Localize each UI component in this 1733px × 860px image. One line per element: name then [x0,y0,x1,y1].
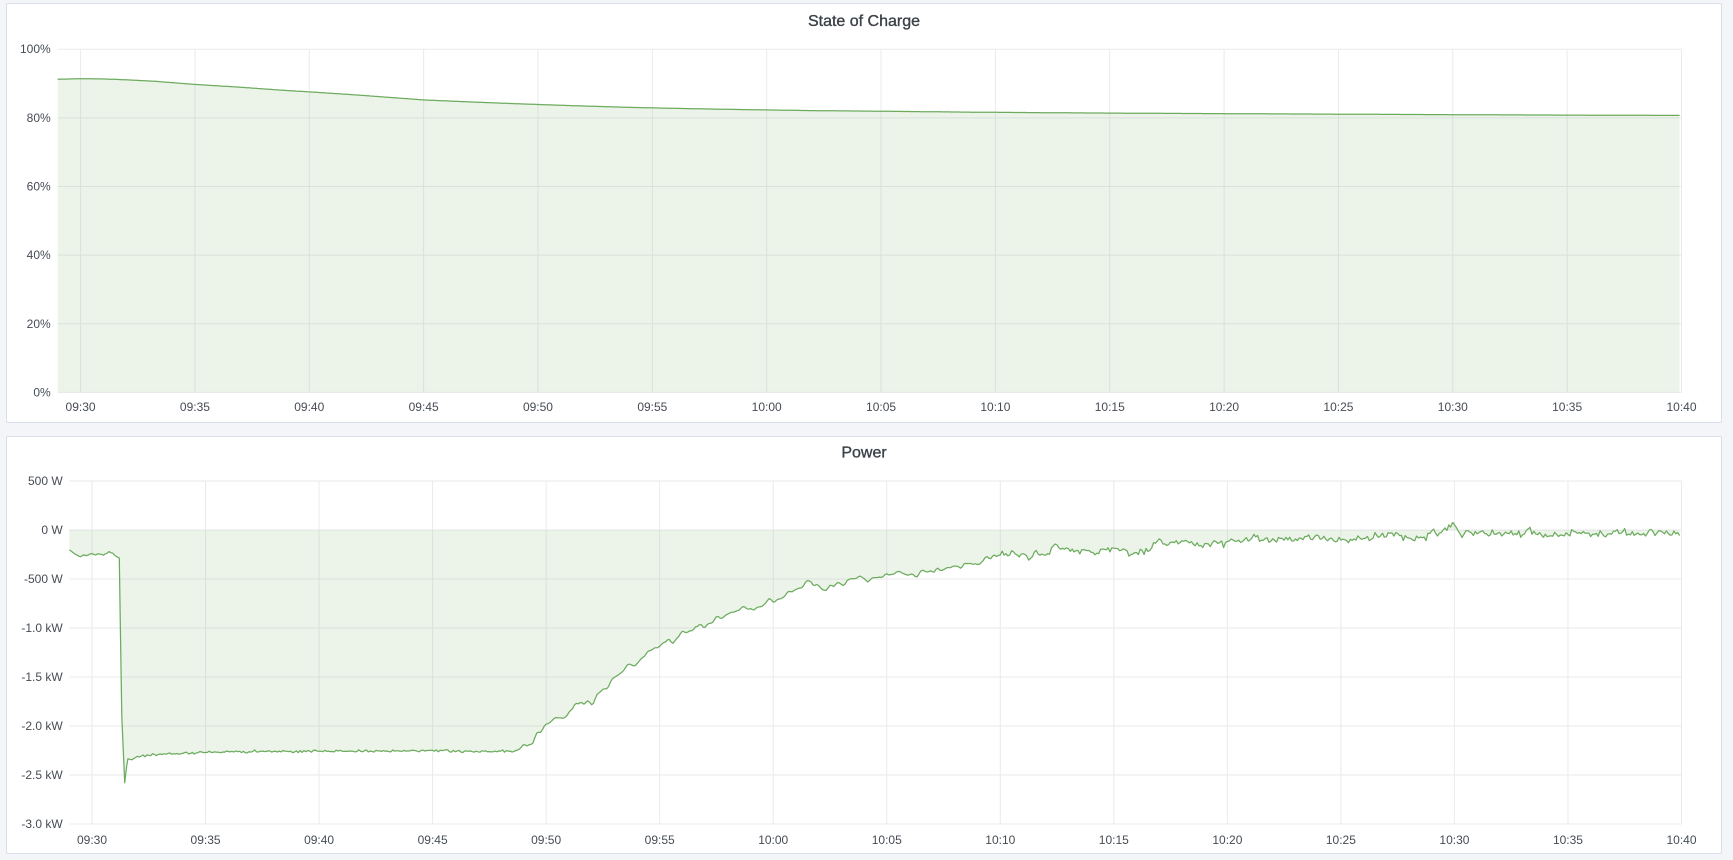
svg-text:09:45: 09:45 [418,833,448,847]
svg-text:10:40: 10:40 [1666,833,1696,847]
svg-text:-500 W: -500 W [24,572,63,586]
svg-text:10:30: 10:30 [1439,833,1469,847]
svg-text:09:30: 09:30 [66,400,96,414]
svg-text:10:15: 10:15 [1099,833,1129,847]
svg-text:10:25: 10:25 [1326,833,1356,847]
svg-text:500 W: 500 W [28,474,63,488]
svg-text:Power: Power [841,445,887,462]
svg-text:-1.5 kW: -1.5 kW [21,670,63,684]
svg-text:80%: 80% [27,111,51,125]
svg-text:40%: 40% [27,248,51,262]
svg-text:0%: 0% [33,385,51,399]
svg-text:09:55: 09:55 [637,400,667,414]
svg-text:10:25: 10:25 [1323,400,1353,414]
svg-text:10:05: 10:05 [872,833,902,847]
svg-text:09:55: 09:55 [645,833,675,847]
svg-text:-2.5 kW: -2.5 kW [21,768,63,782]
svg-text:09:35: 09:35 [180,400,210,414]
svg-text:09:35: 09:35 [191,833,221,847]
svg-text:State of Charge: State of Charge [808,13,920,30]
svg-text:0 W: 0 W [41,523,63,537]
svg-text:09:45: 09:45 [409,400,439,414]
svg-text:-2.0 kW: -2.0 kW [21,719,63,733]
svg-text:10:35: 10:35 [1552,400,1582,414]
svg-text:-1.0 kW: -1.0 kW [21,621,63,635]
svg-text:20%: 20% [27,317,51,331]
svg-text:100%: 100% [20,42,51,56]
svg-text:10:20: 10:20 [1209,400,1239,414]
svg-text:10:00: 10:00 [752,400,782,414]
svg-text:10:05: 10:05 [866,400,896,414]
svg-text:10:20: 10:20 [1212,833,1242,847]
svg-text:60%: 60% [27,179,51,193]
svg-text:10:35: 10:35 [1553,833,1583,847]
svg-text:09:50: 09:50 [523,400,553,414]
svg-text:09:50: 09:50 [531,833,561,847]
svg-text:10:10: 10:10 [980,400,1010,414]
svg-text:09:40: 09:40 [294,400,324,414]
svg-text:10:15: 10:15 [1095,400,1125,414]
svg-text:-3.0 kW: -3.0 kW [21,817,63,831]
svg-text:10:10: 10:10 [985,833,1015,847]
svg-text:09:40: 09:40 [304,833,334,847]
svg-text:10:30: 10:30 [1438,400,1468,414]
svg-text:10:00: 10:00 [758,833,788,847]
svg-text:10:40: 10:40 [1666,400,1696,414]
svg-text:09:30: 09:30 [77,833,107,847]
